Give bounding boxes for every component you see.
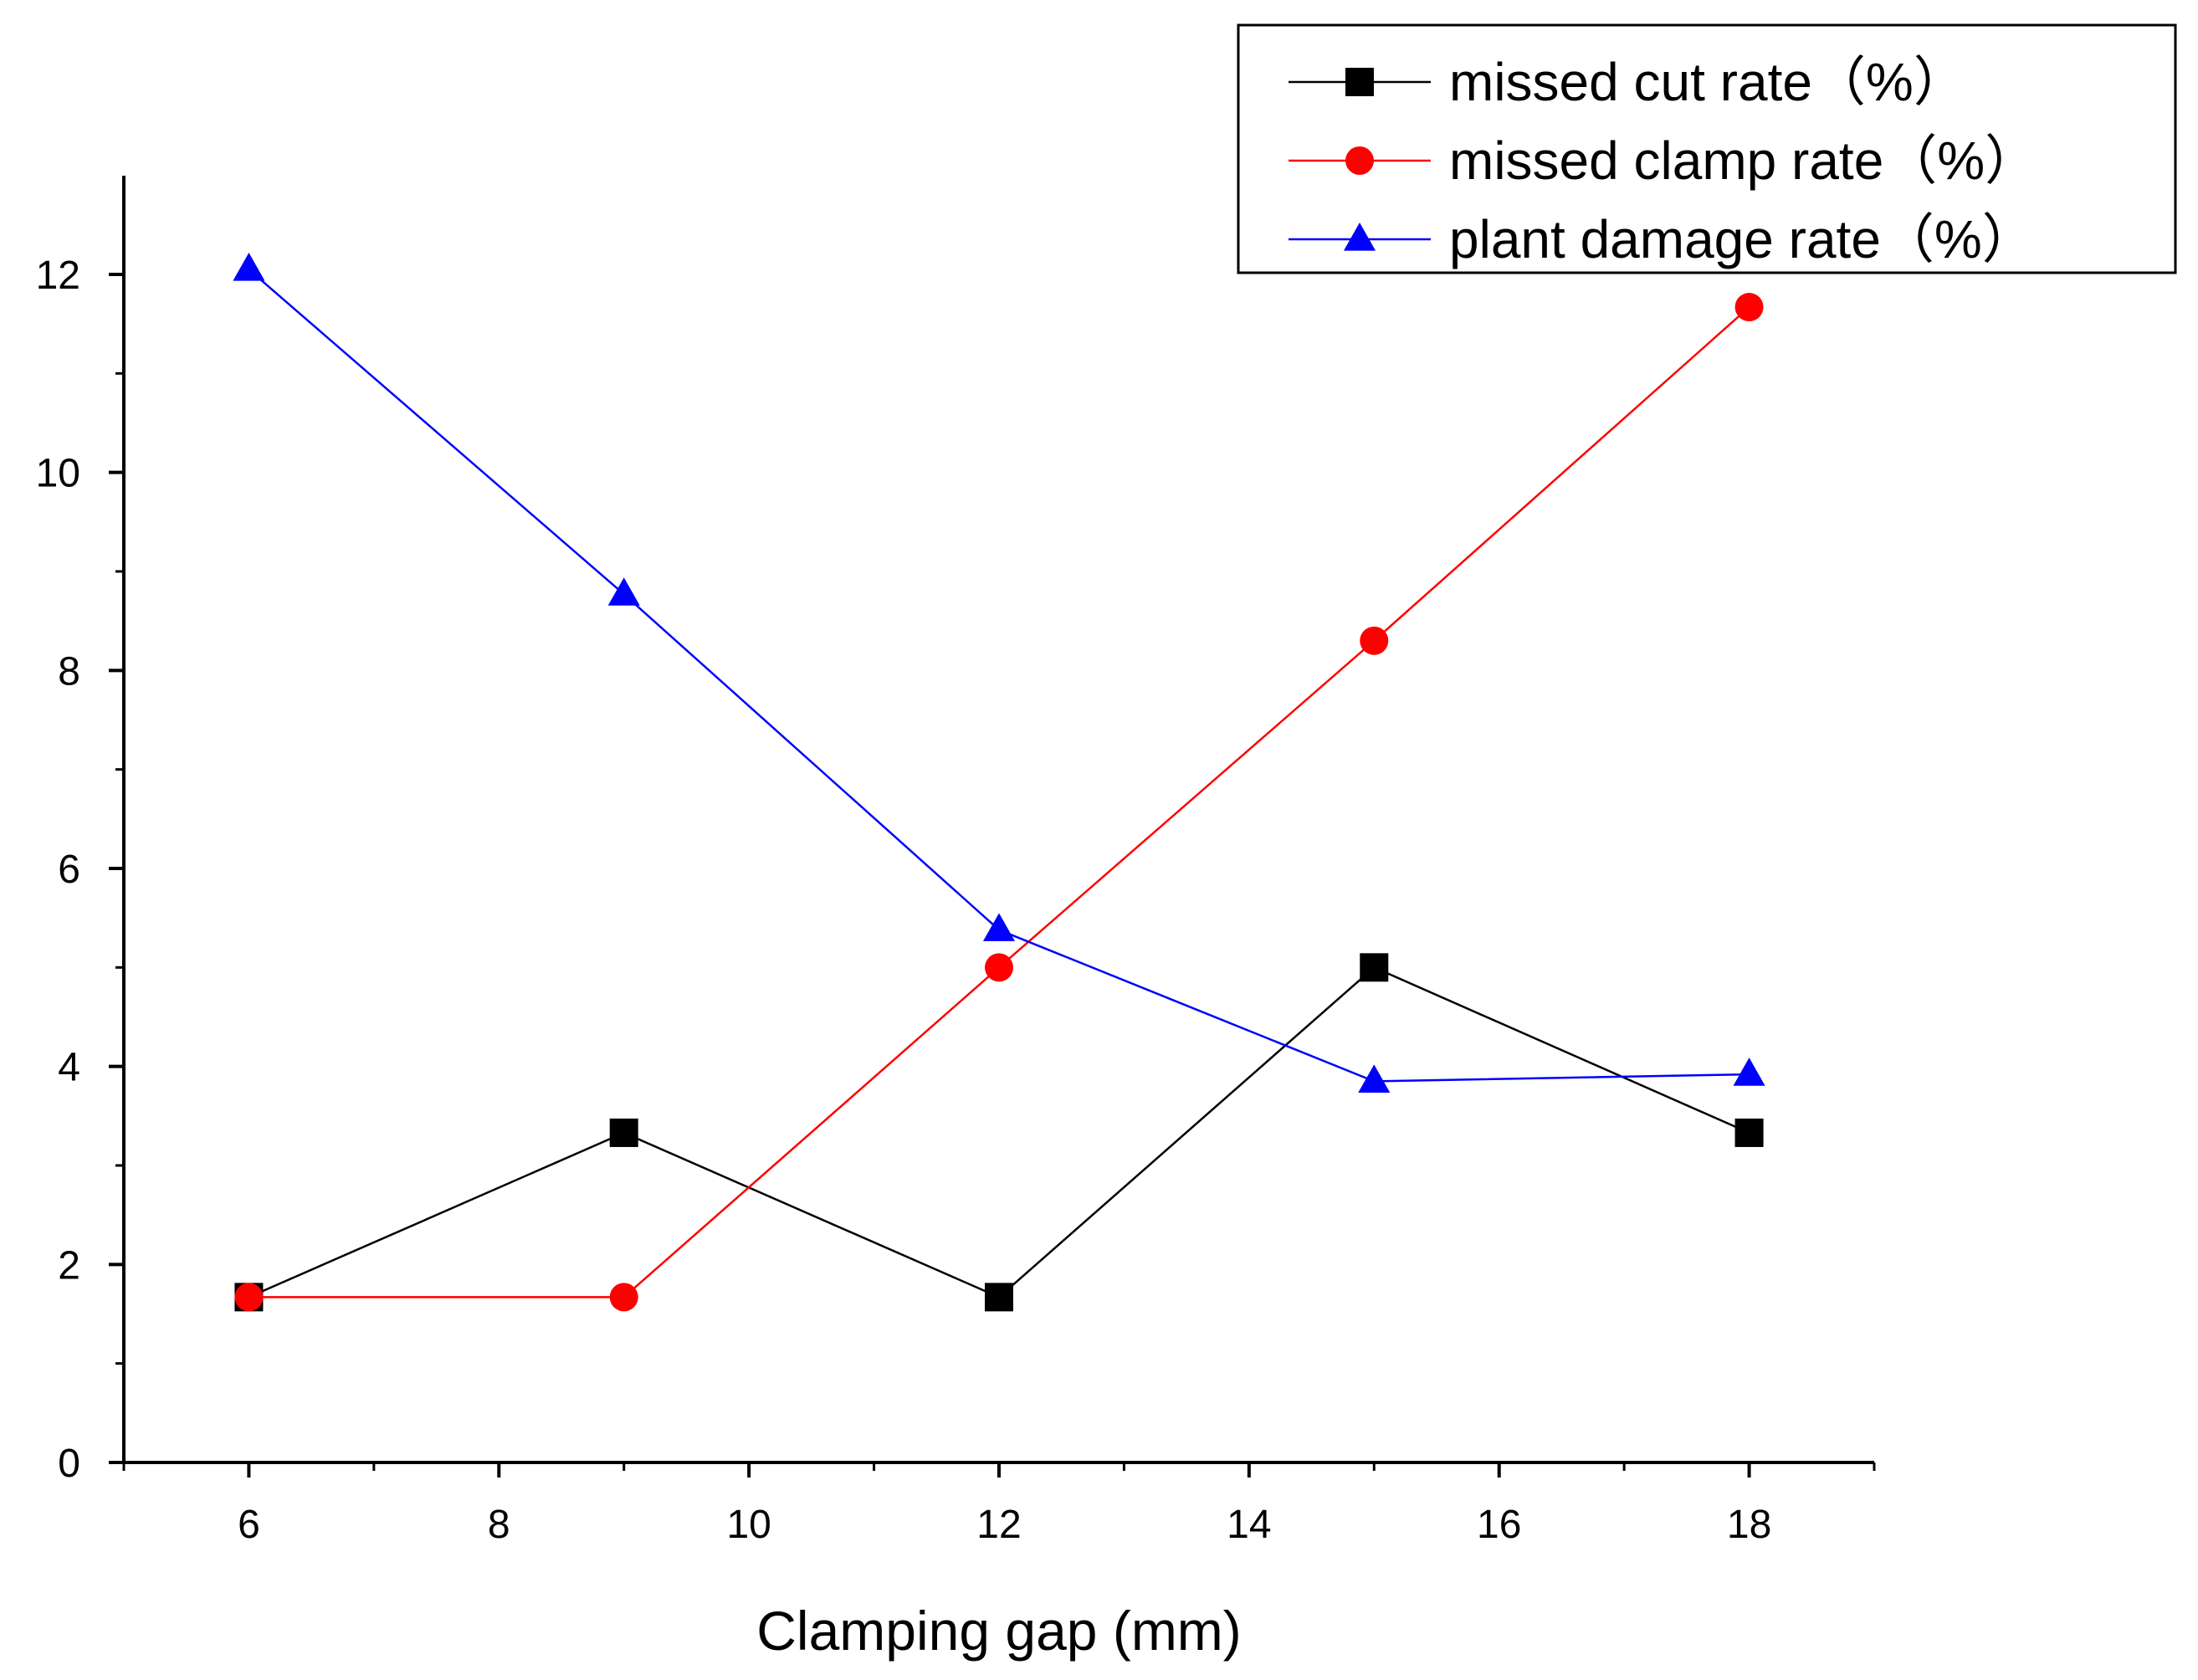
legend-entry: plant damage rate（%） bbox=[1289, 209, 2036, 269]
series-line bbox=[248, 965, 1750, 1298]
legend-entries: missed cut rate（%） missed clamp rate（%） pl… bbox=[1289, 52, 2038, 269]
y-tick-label: 4 bbox=[58, 1046, 80, 1090]
x-axis-title: Clamping gap (mm) bbox=[756, 1600, 1242, 1662]
y-tick-label: 6 bbox=[58, 848, 80, 892]
y-tick-label: 10 bbox=[36, 452, 80, 496]
data-point bbox=[233, 253, 265, 281]
data-point bbox=[982, 913, 1016, 941]
legend-entry: missed clamp rate（%） bbox=[1289, 131, 2038, 191]
y-tick-label: 12 bbox=[36, 254, 80, 298]
y-tick-label: 0 bbox=[58, 1442, 80, 1486]
ticks-layer: 6 8 10 12 14 16 18 0 2 4 6 8 10 12 bbox=[36, 254, 1876, 1547]
x-tick-label: 6 bbox=[238, 1503, 260, 1547]
legend-marker bbox=[1345, 68, 1374, 96]
x-tick-label: 14 bbox=[1227, 1503, 1271, 1547]
legend-box bbox=[1237, 23, 2177, 274]
x-tick-label: 8 bbox=[488, 1503, 510, 1547]
data-point bbox=[1360, 953, 1389, 982]
data-point bbox=[985, 953, 1013, 982]
data-point bbox=[1734, 293, 1764, 322]
axes-layer bbox=[122, 176, 1874, 1464]
legend-entry: missed cut rate（%） bbox=[1289, 52, 1967, 112]
y-tick-label: 8 bbox=[58, 649, 80, 694]
x-tick-label: 16 bbox=[1477, 1503, 1521, 1547]
data-point bbox=[1733, 1058, 1765, 1086]
data-point bbox=[1734, 1118, 1764, 1147]
legend: missed cut rate（%） missed clamp rate（%） pl… bbox=[1237, 23, 2177, 274]
data-point bbox=[1358, 1064, 1391, 1093]
series-layer bbox=[233, 253, 1765, 1312]
series-square bbox=[234, 953, 1764, 1312]
data-point bbox=[1360, 626, 1389, 655]
legend-label: missed cut rate（%） bbox=[1449, 52, 1967, 112]
data-point bbox=[609, 1283, 638, 1312]
data-point bbox=[607, 577, 640, 606]
x-tick-label: 18 bbox=[1727, 1503, 1771, 1547]
y-tick-label: 2 bbox=[58, 1243, 80, 1288]
x-tick-label: 12 bbox=[976, 1503, 1021, 1547]
series-circle bbox=[234, 293, 1764, 1312]
legend-marker bbox=[1345, 146, 1374, 175]
series-line bbox=[248, 306, 1750, 1298]
x-tick-label: 10 bbox=[726, 1503, 771, 1547]
data-point bbox=[609, 1118, 638, 1147]
data-point bbox=[234, 1283, 264, 1312]
legend-label: missed clamp rate（%） bbox=[1449, 131, 2038, 191]
legend-label: plant damage rate（%） bbox=[1449, 209, 2036, 269]
series-triangle bbox=[233, 253, 1765, 1093]
legend-marker bbox=[1343, 222, 1376, 251]
data-point bbox=[985, 1283, 1013, 1312]
